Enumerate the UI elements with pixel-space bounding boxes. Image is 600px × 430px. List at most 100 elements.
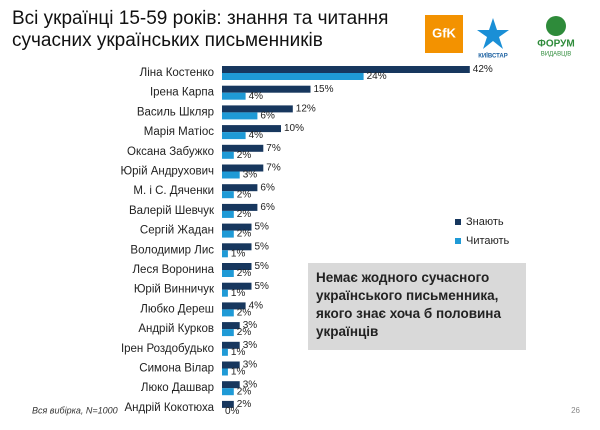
value-label: 12% xyxy=(296,104,316,115)
category-label: Юрій Винничук xyxy=(134,284,215,296)
bar xyxy=(222,171,240,179)
value-label: 2% xyxy=(237,209,252,220)
category-label: Леся Воронина xyxy=(133,264,215,276)
bar xyxy=(222,125,281,133)
bar xyxy=(222,302,246,310)
value-label: 2% xyxy=(237,150,252,161)
bar xyxy=(222,341,240,349)
value-label: 7% xyxy=(266,163,281,174)
bar xyxy=(222,329,234,337)
value-label: 2% xyxy=(237,386,252,397)
value-label: 2% xyxy=(237,268,252,279)
bar xyxy=(222,243,252,251)
value-label: 4% xyxy=(249,301,264,312)
category-label: Андрій Кокотюха xyxy=(125,402,215,414)
value-label: 10% xyxy=(284,123,304,134)
value-label: 6% xyxy=(260,111,275,122)
annotation: Немає жодного сучасного українського пис… xyxy=(308,263,526,350)
bar xyxy=(222,289,228,297)
category-label: Юрій Андрухович xyxy=(121,166,214,178)
footnote: Вся вибірка, N=1000 xyxy=(32,405,118,415)
value-label: 2% xyxy=(237,308,252,319)
value-label: 5% xyxy=(255,281,270,292)
logo-text: ФОРУМ xyxy=(537,39,574,50)
value-label: 4% xyxy=(249,91,264,102)
bar xyxy=(222,184,258,192)
bar xyxy=(222,151,234,159)
value-label: 2% xyxy=(237,327,252,338)
value-label: 7% xyxy=(266,143,281,154)
bar xyxy=(222,203,258,211)
category-label: Люко Дашвар xyxy=(141,382,214,394)
value-label: 5% xyxy=(255,222,270,233)
bar xyxy=(222,381,240,389)
value-label: 4% xyxy=(249,130,264,141)
value-label: 24% xyxy=(367,71,387,82)
page-number: 26 xyxy=(571,406,580,415)
bar xyxy=(222,322,240,330)
category-label: Любко Дереш xyxy=(140,303,214,315)
bar xyxy=(222,282,252,290)
chart-title: Всі українці 15-59 років: знання та чита… xyxy=(12,8,389,51)
legend-label: Читають xyxy=(466,235,510,247)
value-label: 1% xyxy=(231,347,246,358)
bar xyxy=(222,368,228,376)
category-label: М. і С. Дяченки xyxy=(133,185,214,197)
category-label: Володимир Лис xyxy=(130,244,214,256)
logo-text: КИЇВСТАР xyxy=(478,53,508,60)
value-label: 42% xyxy=(473,64,493,75)
category-label: Сергій Жадан xyxy=(140,225,214,237)
bar xyxy=(222,112,258,120)
category-label: Оксана Забужко xyxy=(127,146,214,158)
bar xyxy=(222,223,252,231)
value-label: 15% xyxy=(314,84,334,95)
bar xyxy=(222,388,234,396)
value-label: 2% xyxy=(237,229,252,240)
bar xyxy=(222,132,246,140)
bar xyxy=(222,164,264,172)
bar xyxy=(222,92,246,100)
value-label: 6% xyxy=(260,182,275,193)
category-label: Ірена Карпа xyxy=(150,87,215,99)
value-label: 1% xyxy=(231,288,246,299)
value-label: 2% xyxy=(237,189,252,200)
bar xyxy=(222,348,228,356)
category-label: Марія Матіос xyxy=(144,126,215,138)
bar xyxy=(222,191,234,199)
logo-star xyxy=(477,18,509,49)
bar xyxy=(222,250,228,258)
value-label: 1% xyxy=(231,248,246,259)
logo-tree xyxy=(546,16,566,36)
bar xyxy=(222,400,234,408)
bar xyxy=(222,85,311,93)
logo-text: ВИДАВЦІВ xyxy=(541,52,572,58)
bar xyxy=(222,73,364,80)
value-label: 3% xyxy=(243,340,258,351)
value-label: 3% xyxy=(243,360,258,371)
bar xyxy=(222,263,252,270)
value-label: 3% xyxy=(243,170,258,181)
value-label: 3% xyxy=(243,320,258,331)
value-label: 5% xyxy=(255,241,270,252)
bar xyxy=(222,105,293,113)
category-label: Ірен Роздобудько xyxy=(121,343,214,355)
value-label: 1% xyxy=(231,367,246,378)
bar xyxy=(222,309,234,317)
value-label: 3% xyxy=(243,379,258,390)
category-label: Симона Вілар xyxy=(139,363,214,375)
legend-label: Знають xyxy=(466,216,504,228)
category-label: Андрій Курков xyxy=(138,323,214,335)
category-label: Василь Шкляр xyxy=(137,106,214,118)
legend-swatch xyxy=(455,219,461,225)
legend-swatch xyxy=(455,238,461,244)
bar xyxy=(222,361,240,369)
bar xyxy=(222,270,234,277)
logo-text: GfK xyxy=(432,25,456,40)
bar xyxy=(222,66,470,73)
category-label: Ліна Костенко xyxy=(140,67,214,79)
value-label: 2% xyxy=(237,399,252,410)
value-label: 5% xyxy=(255,261,270,272)
value-label: 6% xyxy=(260,202,275,213)
